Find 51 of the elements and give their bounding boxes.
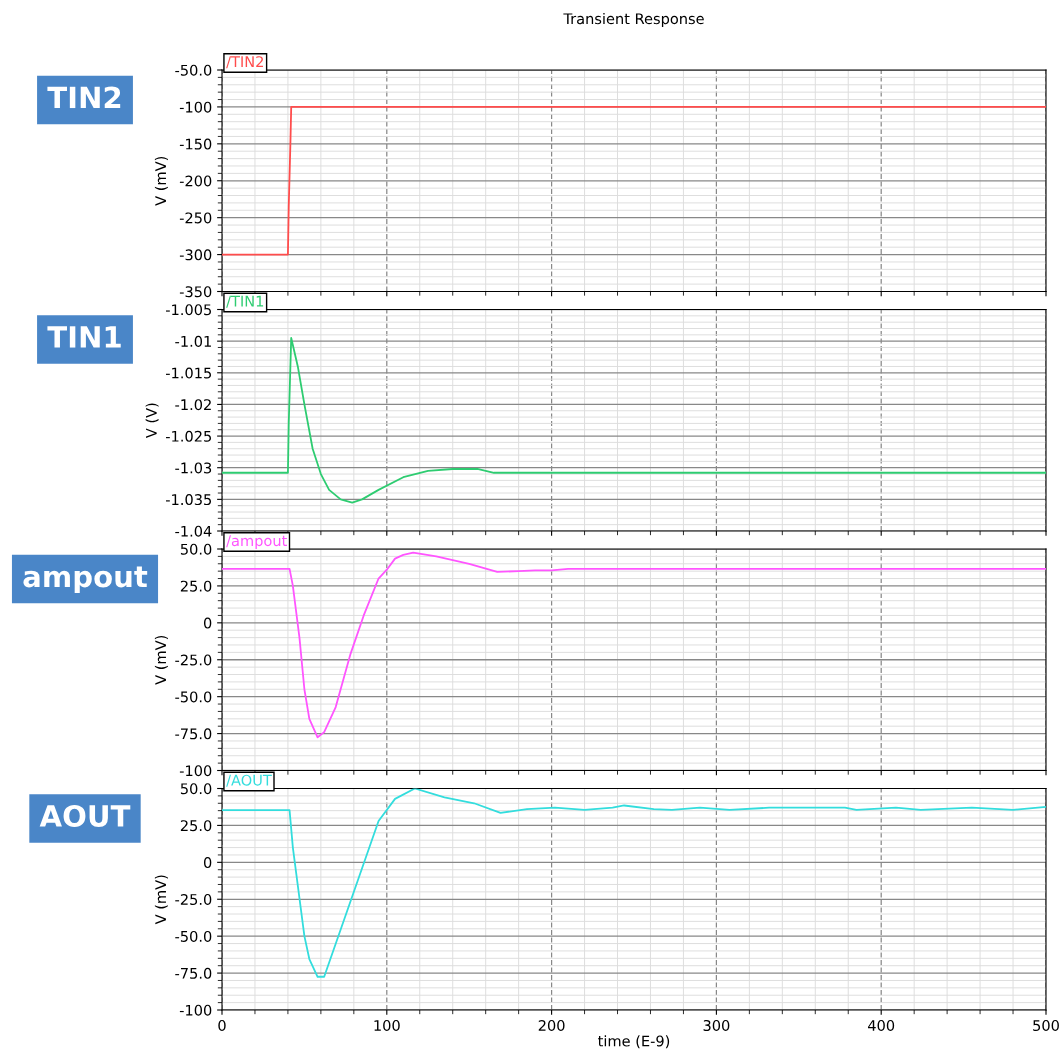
y-tick-label: -100 — [179, 1004, 212, 1016]
y-tick-label: -100 — [179, 765, 212, 777]
y-tick-label: -100 — [179, 101, 212, 113]
y-tick-label: -1.03 — [175, 462, 212, 474]
y-tick-label: -75.0 — [175, 728, 212, 740]
y-tick-label: -50.0 — [175, 930, 212, 942]
y-tick-label: 25.0 — [180, 580, 212, 592]
y-tick-label: -1.025 — [165, 430, 211, 442]
series-label: /AOUT — [226, 774, 272, 787]
y-tick-label: -50.0 — [175, 64, 212, 76]
y-tick-label: -350 — [179, 286, 212, 298]
text: TIN1 — [47, 326, 121, 348]
x-tick-label: 200 — [538, 1019, 565, 1032]
series-label: /ampout — [226, 535, 287, 549]
y-tick-label: 0 — [203, 617, 212, 629]
line-series — [222, 337, 1046, 504]
y-axis-title: V (V) — [145, 403, 159, 439]
text: AOUT — [39, 804, 131, 827]
y-tick-label: 50.0 — [180, 783, 212, 795]
y-axis-title: V (mV) — [154, 635, 168, 685]
y-tick-label: -25.0 — [175, 893, 212, 905]
y-tick-label: -250 — [179, 212, 212, 224]
y-tick-label: -1.01 — [175, 335, 211, 347]
y-tick-label: -300 — [179, 249, 212, 261]
x-tick-label: 400 — [868, 1019, 895, 1032]
y-axis-title: V (mV) — [154, 875, 168, 925]
text: /TIN1 — [226, 295, 264, 308]
y-tick-label: -1.015 — [165, 367, 211, 379]
y-tick-label: -1.02 — [175, 399, 211, 411]
text: /TIN2 — [226, 56, 263, 69]
x-tick-label: 300 — [703, 1019, 730, 1032]
x-tick-label: 100 — [374, 1019, 400, 1032]
y-axis-title: V (mV) — [154, 156, 168, 206]
y-tick-label: 0 — [203, 857, 212, 869]
y-tick-label: -1.035 — [165, 494, 211, 506]
x-tick-label: 500 — [1033, 1019, 1059, 1032]
x-axis-title: time (E-9) — [598, 1035, 670, 1049]
y-tick-label: -1.005 — [165, 304, 211, 316]
y-tick-label: -150 — [179, 138, 212, 150]
y-tick-label: 50.0 — [180, 543, 212, 555]
y-tick-label: -50.0 — [175, 691, 212, 703]
y-tick-label: -75.0 — [175, 967, 212, 979]
text: ampout — [23, 566, 148, 594]
y-tick-label: -1.04 — [175, 525, 212, 537]
text: TIN2 — [47, 86, 121, 109]
y-tick-label: -25.0 — [175, 654, 212, 666]
chart-title: Transient Response — [563, 12, 704, 28]
y-tick-label: 25.0 — [180, 820, 212, 832]
y-tick-label: -200 — [179, 175, 212, 187]
line-series — [222, 106, 1046, 256]
x-tick-label: 0 — [218, 1019, 226, 1032]
